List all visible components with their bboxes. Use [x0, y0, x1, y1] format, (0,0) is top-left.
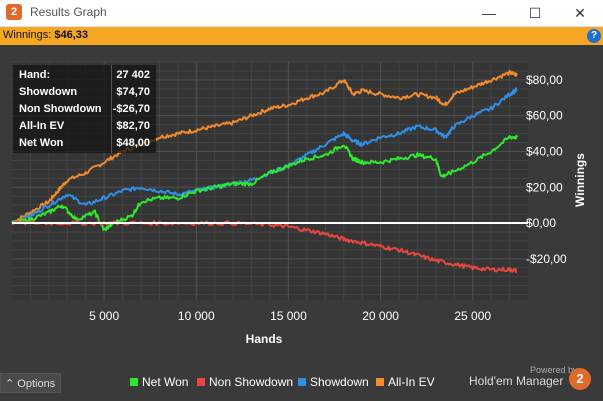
bottom-bar: ⌃ Options Net Won Non Showdown Showdown …: [0, 365, 603, 401]
stat-row-showdown: Showdown $74,70: [13, 83, 156, 100]
app-icon: 2: [6, 4, 22, 20]
stat-value: $74,70: [116, 86, 150, 98]
winnings-summary: Winnings: $46,33: [3, 29, 88, 41]
options-label: Options: [17, 378, 56, 390]
winnings-value: $46,33: [54, 29, 89, 41]
options-button[interactable]: ⌃ Options: [0, 373, 61, 393]
legend-swatch: [376, 378, 384, 386]
y-tick-label: $60,00: [526, 109, 563, 123]
help-icon[interactable]: ?: [587, 29, 601, 43]
y-tick-label: $80,00: [526, 73, 563, 87]
y-tick-label: $20,00: [526, 180, 563, 194]
powered-by-label: Powered by: [530, 365, 578, 375]
stat-row-net-won: Net Won $48,00: [13, 134, 156, 151]
winnings-label: Winnings:: [3, 29, 52, 41]
title-bar: 2 Results Graph — ☐ ✕: [0, 0, 603, 27]
minimize-button[interactable]: —: [482, 5, 496, 21]
legend-swatch: [130, 378, 138, 386]
stat-row-allin-ev: All-In EV $82,70: [13, 117, 156, 134]
series-line-all-in-ev: [11, 69, 518, 224]
x-tick-label: 5 000: [89, 309, 119, 323]
x-tick-label: 10 000: [178, 309, 215, 323]
series-line-non-showdown: [11, 220, 518, 273]
hem-logo-icon: 2: [569, 368, 591, 390]
stat-label: Showdown: [19, 86, 78, 98]
x-axis-label: Hands: [246, 332, 283, 346]
series-line-net-won: [11, 134, 518, 232]
stat-value: -$26,70: [112, 103, 150, 115]
chart-svg: 5 000 10 000 15 000 20 000 25 000 $80,00 $60,0…: [11, 61, 587, 346]
legend-item-non-showdown[interactable]: Non Showdown: [197, 375, 293, 389]
stat-row-hands: Hand: 27 402: [13, 66, 156, 83]
stat-label: Hand:: [19, 69, 51, 81]
x-tick-label: 15 000: [270, 309, 307, 323]
stats-divider: [111, 65, 112, 153]
close-button[interactable]: ✕: [574, 5, 586, 21]
y-tick-label: $40,00: [526, 144, 563, 158]
x-tick-label: 20 000: [362, 309, 399, 323]
stat-value: $48,00: [116, 137, 150, 149]
stat-label: Non Showdown: [19, 103, 102, 115]
winnings-bar: Winnings: $46,33 ?: [0, 27, 603, 45]
legend-label: Net Won: [142, 375, 189, 389]
stat-row-non-showdown: Non Showdown -$26,70: [13, 100, 156, 117]
legend-swatch: [197, 378, 205, 386]
stat-label: All-In EV: [19, 120, 65, 132]
stat-value: 27 402: [116, 69, 150, 81]
legend-item-showdown[interactable]: Showdown: [298, 375, 369, 389]
legend-label: All-In EV: [388, 375, 435, 389]
legend-label: Showdown: [310, 375, 369, 389]
y-tick-label: -$20,00: [526, 252, 567, 266]
y-tick-label: $0,00: [526, 216, 556, 230]
y-axis-label: Winnings: [573, 153, 587, 207]
chevron-up-icon: ⌃: [5, 378, 15, 390]
legend-label: Non Showdown: [209, 375, 294, 389]
window-title: Results Graph: [30, 5, 107, 19]
results-chart: 5 000 10 000 15 000 20 000 25 000 $80,00 $60,0…: [0, 45, 603, 365]
maximize-button[interactable]: ☐: [528, 5, 542, 21]
stat-value: $82,70: [116, 120, 150, 132]
legend-swatch: [298, 378, 306, 386]
stat-label: Net Won: [19, 137, 64, 149]
x-tick-label: 25 000: [454, 309, 491, 323]
brand-name: Hold'em Manager: [469, 374, 564, 388]
legend-item-allin-ev[interactable]: All-In EV: [376, 375, 435, 389]
stats-panel: Hand: 27 402 Showdown $74,70 Non Showdow…: [13, 65, 156, 153]
legend-item-net-won[interactable]: Net Won: [130, 375, 188, 389]
